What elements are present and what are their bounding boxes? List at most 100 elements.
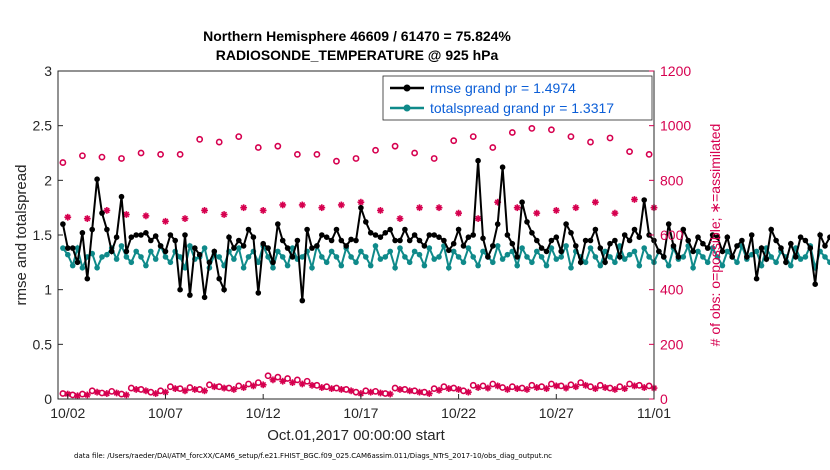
totalspread-point — [558, 254, 564, 260]
totalspread-point — [323, 259, 330, 266]
totalspread-point — [621, 256, 628, 262]
count-assimilated-marker — [337, 201, 345, 209]
count-assimilated-marker — [210, 383, 218, 391]
legend-rmse-marker — [403, 84, 411, 92]
rmse-point — [216, 275, 222, 282]
count-assimilated-marker — [191, 386, 199, 393]
count-assimilated-marker — [279, 377, 287, 385]
rmse-point — [607, 240, 613, 247]
rmse-point — [411, 232, 418, 238]
rmse-point — [99, 210, 105, 216]
count-assimilated-marker — [142, 387, 150, 395]
totalspread-point — [460, 259, 467, 266]
totalspread-point — [753, 248, 760, 255]
count-assimilated-marker — [347, 387, 355, 395]
rmse-point — [504, 232, 511, 238]
count-assimilated-marker — [464, 388, 472, 396]
count-possible-marker — [274, 142, 282, 150]
totalspread-point — [724, 248, 731, 255]
count-assimilated-marker — [523, 386, 531, 393]
rmse-point — [783, 259, 789, 266]
rmse-point — [709, 232, 716, 238]
totalspread-point — [680, 254, 687, 260]
rmse-point — [177, 286, 183, 293]
count-assimilated-marker — [533, 384, 541, 391]
totalspread-point — [338, 262, 345, 269]
count-assimilated-marker — [416, 204, 423, 212]
rmse-point — [382, 230, 389, 236]
rmse-point — [104, 226, 110, 233]
count-assimilated-marker — [533, 209, 541, 217]
count-possible-marker — [411, 149, 419, 157]
rmse-point — [631, 226, 638, 233]
rmse-point — [563, 221, 569, 227]
rmse-point — [94, 176, 100, 182]
count-possible-marker — [98, 153, 106, 161]
count-possible-marker — [352, 155, 360, 162]
x-tick-label: 10/12 — [246, 405, 281, 421]
count-assimilated-marker — [122, 211, 130, 218]
rmse-point — [773, 237, 779, 244]
rmse-point — [602, 259, 608, 266]
totalspread-point — [587, 245, 594, 251]
totalspread-point — [431, 256, 438, 262]
rmse-point — [778, 245, 784, 251]
count-assimilated-marker — [591, 385, 599, 393]
rmse-point — [724, 234, 731, 240]
count-possible-marker — [577, 379, 585, 386]
rmse-point — [499, 164, 506, 170]
rmse-point — [748, 232, 755, 238]
totalspread-point — [416, 251, 423, 258]
rmse-point — [60, 221, 66, 227]
count-assimilated-marker — [318, 384, 326, 391]
rmse-point — [402, 226, 408, 233]
y-axis-label: rmse and totalspread — [13, 165, 30, 306]
x-axis-label: Oct.01,2017 00:00:00 start — [267, 427, 445, 444]
count-assimilated-marker — [396, 386, 404, 393]
rmse-point — [309, 245, 315, 251]
rmse-point — [343, 243, 350, 249]
rmse-point — [792, 254, 799, 260]
rmse-point — [641, 197, 647, 203]
totalspread-point — [333, 254, 340, 260]
y-tick-label: 3 — [44, 63, 52, 79]
count-assimilated-marker — [504, 386, 511, 393]
x-tick-label: 10/22 — [441, 405, 476, 421]
rmse-point — [514, 254, 520, 260]
totalspread-point — [387, 248, 394, 255]
totalspread-point — [494, 243, 501, 249]
totalspread-point — [665, 262, 672, 269]
rmse-point — [729, 254, 735, 260]
totalspread-point — [690, 265, 696, 271]
count-possible-marker — [450, 137, 458, 145]
rmse-point — [543, 248, 550, 255]
rmse-point — [187, 292, 193, 298]
count-assimilated-marker — [132, 386, 140, 393]
count-assimilated-marker — [513, 385, 521, 393]
count-assimilated-marker — [621, 385, 629, 393]
rmse-point — [553, 234, 560, 240]
rmse-point — [162, 248, 169, 255]
count-assimilated-marker — [367, 388, 375, 396]
rmse-point — [338, 237, 345, 244]
totalspread-point — [275, 248, 281, 255]
rmse-point — [74, 259, 81, 266]
count-assimilated-marker — [406, 387, 414, 395]
rmse-point — [172, 237, 178, 244]
totalspread-point — [128, 259, 135, 266]
y-right-tick-label: 1000 — [660, 118, 691, 134]
rmse-point — [152, 233, 159, 239]
count-assimilated-marker — [416, 388, 423, 396]
x-tick-label: 11/01 — [637, 405, 671, 421]
count-assimilated-marker — [220, 211, 228, 218]
totalspread-point — [187, 243, 193, 249]
rmse-point — [436, 234, 442, 240]
totalspread-point — [504, 251, 511, 258]
rmse-point — [592, 226, 599, 233]
totalspread-point — [392, 265, 398, 271]
count-assimilated-marker — [494, 382, 502, 390]
count-assimilated-marker — [269, 376, 277, 384]
ticks-layer: 0 0.5 1 1.5 2 2.5 3 0 200 400 600 800 1000 1200 10/02 1… — [33, 63, 692, 421]
totalspread-point — [348, 254, 354, 260]
count-possible-marker — [508, 129, 516, 136]
